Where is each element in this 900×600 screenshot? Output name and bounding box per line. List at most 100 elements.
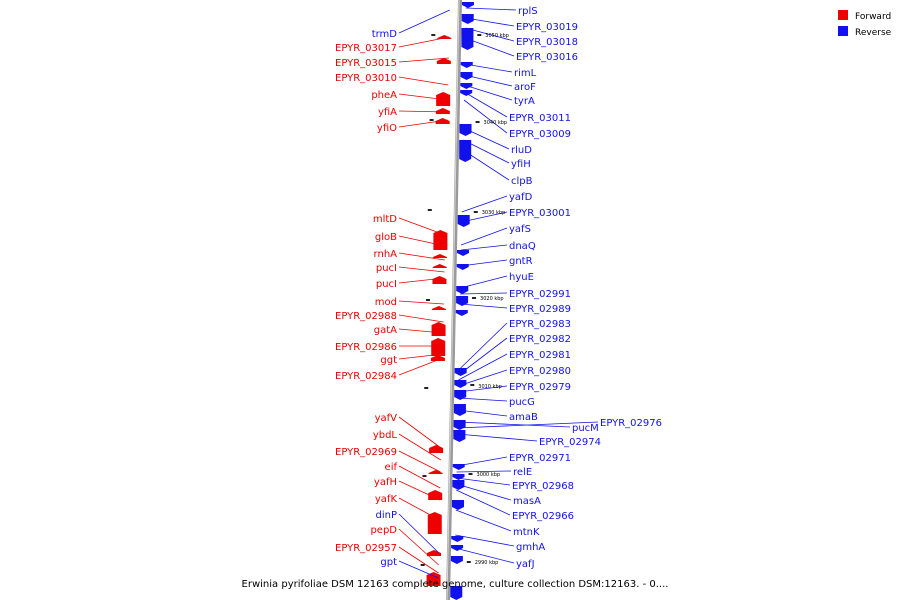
- reverse-gene: [456, 286, 469, 294]
- leader-line-left: [398, 93, 449, 101]
- forward-gene: [433, 230, 448, 250]
- leader-line-left: [398, 546, 439, 574]
- leader-line-right: [463, 127, 510, 150]
- reverse-gene: [451, 545, 464, 551]
- reverse-gene: [452, 500, 464, 510]
- leader-line-left: [398, 266, 445, 273]
- scale-tick-mark: [477, 34, 482, 36]
- scale-tick-mark: [424, 387, 429, 389]
- gene-label-right: EPYR_03009: [509, 129, 571, 140]
- gene-label-left: pheA: [371, 90, 397, 101]
- gene-label-left: pucI: [376, 263, 397, 274]
- gene-label-right: tyrA: [514, 96, 535, 107]
- reverse-legend-label: Reverse: [855, 28, 892, 38]
- scale-ticks: 3050 kbp 3040 kbp 3030 kbp 3020 kbp 3010 kbp…: [420, 33, 509, 566]
- leader-line-left: [398, 76, 449, 86]
- reverse-gene: [459, 124, 472, 136]
- reverse-gene: [451, 536, 464, 542]
- leader-line-right: [461, 195, 508, 213]
- leader-line-left: [398, 119, 448, 128]
- leader-line-left: [398, 36, 450, 48]
- gene-label-left: ggt: [380, 355, 397, 366]
- reverse-gene: [454, 390, 467, 400]
- leader-line-right: [456, 477, 511, 486]
- gene-label-left: mltD: [373, 214, 397, 225]
- leader-line-right: [464, 74, 513, 87]
- reverse-gene: [450, 556, 463, 564]
- gene-label-right: mtnK: [513, 527, 540, 538]
- gene-label-right: masA: [513, 496, 541, 507]
- gene-label-right: yafS: [509, 224, 531, 235]
- gene-label-right: EPYR_02966: [512, 511, 574, 522]
- leader-line-left: [398, 560, 439, 579]
- leader-line-right: [461, 211, 508, 223]
- forward-gene: [435, 108, 450, 114]
- leader-line-right: [462, 149, 510, 181]
- leader-line-right: [460, 244, 508, 251]
- gene-label-left: yafV: [375, 413, 398, 424]
- leader-line-right: [458, 322, 508, 371]
- scale-tick-label: 3050 kbp: [485, 33, 509, 39]
- gene-label-right: rluD: [511, 145, 532, 156]
- gene-label-right: EPYR_02968: [512, 481, 574, 492]
- reverse-gene: [461, 14, 474, 24]
- leader-line-left: [398, 235, 446, 247]
- scale-tick-mark: [472, 297, 477, 299]
- leader-line-right: [456, 470, 512, 473]
- leader-line-left: [398, 465, 441, 489]
- leader-line-left: [398, 9, 450, 34]
- gene-label-right: EPYR_02983: [509, 319, 571, 330]
- leader-line-right: [458, 385, 508, 393]
- genome-backbone: [446, 0, 462, 600]
- leader-line-left: [398, 328, 444, 334]
- leader-line-right: [460, 292, 508, 295]
- leader-line-right: [465, 27, 515, 42]
- scale-tick-mark: [420, 564, 425, 566]
- scale-tick-mark: [422, 475, 427, 477]
- leader-line-right: [457, 409, 508, 417]
- leader-line-left: [398, 357, 443, 376]
- gene-label-right: rimL: [514, 68, 537, 79]
- leader-line-left: [398, 314, 444, 323]
- gene-label-left: EPYR_02969: [335, 447, 397, 458]
- gene-label-right: gntR: [509, 256, 533, 267]
- scale-tick-mark: [466, 561, 471, 563]
- gene-label-left: EPYR_03015: [335, 58, 397, 69]
- forward-gene: [428, 470, 443, 474]
- gene-label-right: pucG: [509, 397, 535, 408]
- gene-label-right: dnaQ: [509, 241, 536, 252]
- legend: Forward Reverse: [838, 10, 892, 38]
- gene-label-right: EPYR_03001: [509, 208, 571, 219]
- forward-swatch: [838, 10, 848, 20]
- leader-line-right: [459, 303, 508, 309]
- gene-label-right: EPYR_02981: [509, 350, 571, 361]
- gene-label-right: EPYR_03019: [516, 22, 578, 33]
- reverse-gene: [454, 368, 467, 376]
- leader-line-left: [398, 300, 444, 305]
- leader-line-left: [398, 217, 446, 236]
- forward-gene: [437, 35, 452, 39]
- gene-label-left: yfiA: [378, 107, 397, 118]
- scale-tick-mark: [431, 34, 436, 36]
- forward-gene: [431, 306, 446, 310]
- scale-tick-mark: [475, 121, 480, 123]
- forward-gene: [436, 92, 451, 106]
- gene-label-right: EPYR_02989: [509, 304, 571, 315]
- gene-label-right: amaB: [509, 412, 538, 423]
- gene-label-right: EPYR_03011: [509, 113, 571, 124]
- reverse-gene: [461, 2, 474, 8]
- gene-label-left: yfiO: [377, 123, 397, 134]
- gene-label-left: pepD: [370, 525, 397, 536]
- reverse-gene: [454, 380, 467, 388]
- leader-line-left: [398, 353, 443, 360]
- reverse-gene: [460, 72, 473, 80]
- forward-gene: [432, 254, 447, 258]
- gene-label-left: gloB: [375, 232, 397, 243]
- gene-labels: trmD EPYR_03017 EPYR_03015 EPYR_03010 pheA yf…: [335, 6, 662, 570]
- reverse-gene: [457, 250, 469, 256]
- leader-line-right: [457, 421, 599, 429]
- gene-label-left: gpt: [380, 557, 397, 568]
- forward-gene: [428, 490, 443, 500]
- gene-label-left: EPYR_03017: [335, 43, 397, 54]
